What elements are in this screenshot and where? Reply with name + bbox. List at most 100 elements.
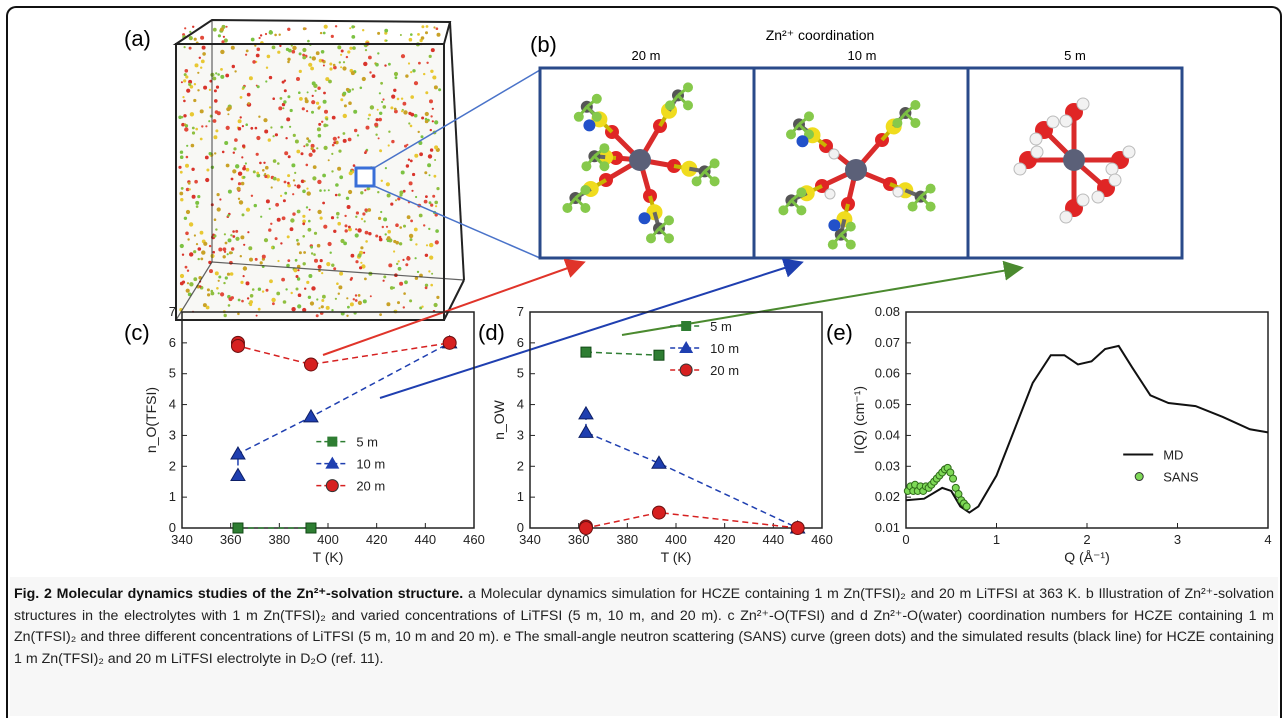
panel-label-b: (b)	[530, 32, 557, 57]
panel-b-col-20m: 20 m	[632, 48, 661, 63]
y-tick-label: 3	[517, 427, 524, 442]
y-axis-label: I(Q) (cm⁻¹)	[851, 386, 867, 454]
series-line-20 m	[237, 342, 450, 366]
marker-20 m	[230, 338, 245, 353]
figure-frame	[6, 6, 1282, 718]
y-tick-label: 7	[517, 304, 524, 319]
y-tick-label: 2	[517, 458, 524, 473]
y-tick-label: 0.08	[875, 304, 900, 319]
x-tick-label: 400	[317, 532, 339, 547]
x-tick-label: 4	[1264, 532, 1271, 547]
marker-SANS	[949, 474, 958, 483]
marker-10 m	[230, 445, 246, 460]
y-axis-label: n_O(TFSI)	[143, 387, 159, 453]
legend-swatch	[327, 436, 338, 447]
marker-20 m	[442, 335, 457, 350]
legend-label-10 m: 10 m	[356, 457, 385, 472]
x-tick-label: 440	[762, 532, 784, 547]
series-line-5 m	[585, 351, 659, 356]
marker-10 m	[303, 408, 319, 423]
caption-background	[10, 577, 1278, 716]
zoom-region-marker	[354, 166, 376, 188]
legend-swatch	[681, 321, 692, 331]
y-tick-label: 0.06	[875, 366, 900, 381]
marker-10 m	[230, 467, 246, 482]
box-particles	[178, 24, 442, 318]
y-tick-label: 1	[517, 489, 524, 504]
x-tick-label: 340	[171, 532, 193, 547]
marker-5 m	[232, 522, 244, 534]
chart-c: 340 360 380 400 420 440 460 0 1 2 3 4 5 6 7 T (K) n_O(TF…	[143, 304, 485, 565]
panel-b-col-10m: 10 m	[848, 48, 877, 63]
x-tick-label: 3	[1174, 532, 1181, 547]
legend-swatch	[679, 363, 693, 377]
x-axis-label: T (K)	[313, 549, 344, 565]
plot-frame	[529, 311, 823, 529]
y-tick-label: 1	[169, 489, 176, 504]
zoom-line-top	[373, 69, 541, 169]
legend-label-SANS: SANS	[1163, 470, 1199, 485]
legend-swatch	[1134, 472, 1144, 482]
marker-20 m	[651, 505, 666, 520]
marker-10 m	[651, 455, 667, 469]
marker-20 m	[303, 357, 318, 372]
x-tick-label: 360	[568, 532, 590, 547]
series-line-10 m	[585, 413, 798, 529]
series-line-10 m	[237, 342, 451, 476]
legend-label-20 m: 20 m	[356, 479, 385, 494]
marker-SANS	[962, 502, 971, 511]
legend-label-5 m: 5 m	[710, 319, 732, 334]
legend-label-10 m: 10 m	[710, 341, 739, 356]
molecule-10m	[778, 100, 936, 250]
panel-b-title: Zn²⁺ coordination	[766, 27, 875, 43]
y-tick-label: 0.04	[875, 427, 900, 442]
y-axis-label: n_OW	[491, 399, 507, 439]
x-tick-label: 420	[714, 532, 736, 547]
caption-title: Fig. 2 Molecular dynamics studies of the…	[14, 586, 464, 602]
y-tick-label: 0.01	[875, 520, 900, 535]
y-tick-label: 0	[517, 520, 524, 535]
y-tick-label: 6	[517, 335, 524, 350]
x-tick-label: 1	[993, 532, 1000, 547]
marker-5 m	[305, 522, 317, 534]
y-tick-label: 7	[169, 304, 176, 319]
legend-swatch	[679, 341, 694, 353]
panel-b-col-5m: 5 m	[1064, 48, 1086, 63]
x-axis-label: T (K)	[661, 549, 692, 565]
y-tick-label: 0	[169, 520, 176, 535]
marker-5 m	[580, 346, 592, 358]
x-tick-label: 440	[414, 532, 436, 547]
y-tick-label: 4	[169, 397, 176, 412]
x-tick-label: 400	[665, 532, 687, 547]
panel-label-e: (e)	[826, 320, 853, 345]
arrow-20m	[322, 258, 586, 356]
x-axis-label: Q (Å⁻¹)	[1064, 549, 1110, 565]
caption-text: a Molecular dynamics simulation for HCZE…	[14, 586, 1274, 667]
marker-10 m	[578, 424, 594, 438]
marker-10 m	[578, 405, 594, 420]
legend-label-5 m: 5 m	[356, 435, 378, 450]
y-tick-label: 0.03	[875, 458, 900, 473]
coordination-panels	[538, 66, 1184, 260]
marker-20 m	[578, 521, 593, 535]
x-tick-label: 2	[1083, 532, 1090, 547]
x-tick-label: 380	[268, 532, 290, 547]
legend-label-MD: MD	[1163, 448, 1183, 463]
x-tick-label: 460	[463, 532, 485, 547]
y-tick-label: 0.07	[875, 335, 900, 350]
panel-label-d: (d)	[478, 320, 505, 345]
legend-swatch	[325, 456, 340, 469]
chart-d: 340 360 380 400 420 440 460 0 1 2 3 4 5 6 7 T (K) n_OW 5 …	[491, 304, 833, 565]
x-tick-label: 360	[220, 532, 242, 547]
series-line-20 m	[585, 511, 798, 529]
panel-label-c: (c)	[124, 320, 150, 345]
simulation-box	[172, 18, 541, 321]
chart-e: 0 1 2 3 4 0.01 0.02 0.03 0.04 0.05 0.06 0.07 0.08 Q (…	[851, 304, 1272, 565]
legend-swatch	[325, 479, 339, 493]
y-tick-label: 3	[169, 427, 176, 442]
series-line-MD	[905, 344, 1269, 514]
plot-frame	[181, 311, 475, 529]
x-tick-label: 380	[616, 532, 638, 547]
panel-label-a: (a)	[124, 26, 151, 51]
arrow-10m	[379, 258, 804, 399]
